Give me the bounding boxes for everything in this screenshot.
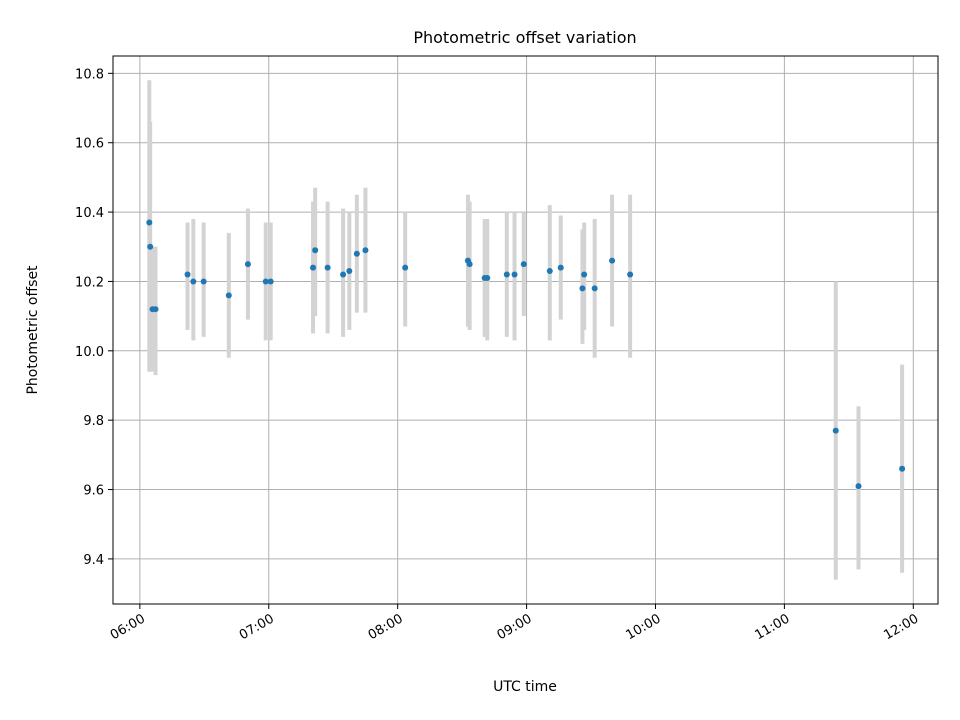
data-points (146, 219, 906, 490)
y-tick-label: 10.2 (75, 275, 104, 290)
data-point (200, 278, 207, 285)
y-axis-label: Photometric offset (25, 265, 41, 395)
data-point (362, 247, 369, 254)
y-tick-label: 10.0 (75, 345, 104, 360)
data-point (353, 250, 360, 257)
data-point (855, 483, 862, 490)
data-point (402, 264, 409, 271)
data-point (557, 264, 564, 271)
data-point (899, 465, 906, 472)
plot-frame (112, 55, 939, 605)
y-axis: 9.4 9.6 9.8 10.0 10.2 10.4 10.6 10.8 (75, 67, 113, 568)
x-axis-label: UTC time (493, 679, 557, 695)
y-tick-label: 9.6 (83, 484, 104, 499)
data-point (267, 278, 274, 285)
data-point (262, 278, 269, 285)
data-point (546, 268, 553, 275)
data-point (832, 427, 839, 434)
data-point (609, 257, 616, 264)
data-point (511, 271, 518, 278)
data-point (581, 271, 588, 278)
y-tick-label: 10.8 (75, 67, 104, 82)
data-point (579, 285, 586, 292)
data-point (146, 219, 153, 226)
data-point (340, 271, 347, 278)
y-tick-label: 9.8 (83, 414, 104, 429)
y-tick-label: 9.4 (83, 553, 104, 568)
data-point (627, 271, 634, 278)
data-point (244, 261, 251, 268)
data-point (591, 285, 598, 292)
data-point (503, 271, 510, 278)
data-point (225, 292, 232, 299)
data-point (147, 243, 154, 250)
data-point (184, 271, 191, 278)
data-point (466, 261, 473, 268)
data-point (312, 247, 319, 254)
data-point (324, 264, 331, 271)
y-tick-label: 10.6 (75, 137, 104, 152)
y-tick-label: 10.4 (75, 206, 104, 221)
data-point (484, 274, 491, 281)
data-point (310, 264, 317, 271)
data-point (346, 268, 353, 275)
data-point (152, 306, 159, 313)
data-point (520, 261, 527, 268)
chart-title: Photometric offset variation (413, 28, 636, 47)
data-point (190, 278, 197, 285)
